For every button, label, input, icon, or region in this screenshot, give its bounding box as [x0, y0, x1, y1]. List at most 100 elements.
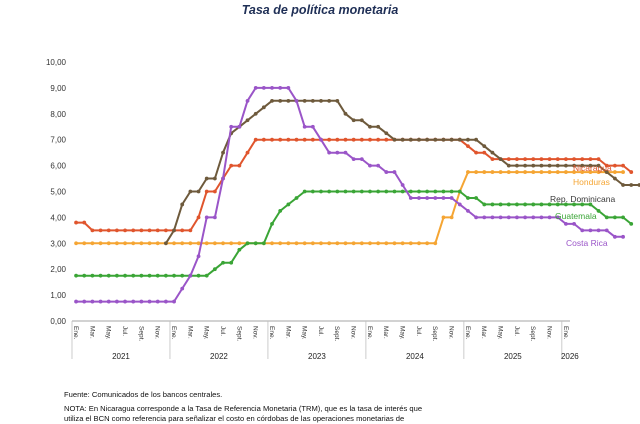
y-tick-label: 8,00 [50, 110, 66, 119]
data-point [237, 124, 242, 129]
year-label: 2025 [504, 352, 522, 361]
y-tick-label: 9,00 [50, 84, 66, 93]
data-point [490, 202, 495, 207]
data-point [327, 150, 332, 155]
data-point [115, 299, 119, 304]
data-point [196, 241, 201, 246]
data-point [310, 137, 315, 142]
data-point [196, 254, 201, 259]
data-point [515, 202, 519, 207]
data-point [270, 137, 274, 142]
data-point [621, 183, 625, 187]
data-point [368, 241, 372, 246]
data-point [155, 273, 160, 278]
data-point [441, 189, 446, 194]
data-point [172, 228, 176, 233]
data-point [131, 228, 136, 233]
data-point [604, 228, 609, 233]
data-point [547, 170, 552, 174]
series-label: Nicaragua [573, 163, 612, 173]
data-point [457, 189, 462, 194]
data-point [457, 137, 462, 142]
data-point [555, 202, 560, 207]
month-tick-label: Ene. [170, 326, 177, 340]
data-point [343, 137, 348, 142]
data-point [139, 299, 144, 304]
data-point [212, 215, 217, 220]
data-point [588, 157, 593, 162]
data-point [245, 150, 250, 155]
data-point [506, 215, 511, 220]
data-point [621, 170, 625, 174]
data-point [253, 241, 258, 246]
data-point [572, 163, 576, 168]
data-point [621, 234, 625, 239]
data-point [531, 202, 536, 207]
data-point [237, 241, 242, 246]
y-tick-label: 4,00 [50, 213, 66, 222]
data-point [270, 98, 274, 103]
data-point [188, 228, 193, 233]
data-point [523, 202, 527, 207]
data-point [613, 234, 617, 239]
data-point [74, 273, 78, 278]
month-tick-label: Ene. [72, 326, 79, 340]
data-point [400, 137, 405, 142]
month-tick-label: Sept. [529, 326, 536, 341]
data-point [90, 273, 95, 278]
series-line-costa-rica [76, 86, 624, 303]
data-point [351, 157, 356, 162]
data-point [384, 170, 389, 174]
data-point [539, 215, 544, 220]
month-tick-label: Nov. [448, 326, 455, 339]
data-point [490, 215, 495, 220]
data-point [384, 131, 389, 136]
data-point [204, 176, 209, 181]
data-point [588, 170, 593, 174]
data-point [147, 241, 152, 246]
data-point [531, 170, 536, 174]
data-point [343, 189, 348, 194]
data-point [253, 137, 258, 142]
data-point [302, 137, 307, 142]
y-tick-label: 1,00 [50, 291, 66, 300]
data-point [425, 137, 430, 142]
y-tick-label: 3,00 [50, 239, 66, 248]
month-tick-label: Ene. [268, 326, 275, 340]
data-point [515, 157, 519, 162]
data-point [204, 189, 209, 194]
month-tick-label: May. [105, 326, 112, 340]
data-point [180, 202, 185, 207]
data-point [335, 98, 340, 103]
month-tick-label: Nov. [350, 326, 357, 339]
data-point [359, 189, 364, 194]
month-tick-label: Ene. [464, 326, 471, 340]
series-label: Guatemala [555, 211, 597, 221]
data-point [400, 183, 405, 187]
data-point [474, 170, 479, 174]
data-point [498, 170, 503, 174]
data-point [433, 196, 438, 200]
data-point [188, 241, 193, 246]
data-point [180, 241, 185, 246]
data-point [155, 241, 160, 246]
data-point [204, 215, 209, 220]
data-point [596, 163, 601, 168]
data-point [596, 209, 601, 213]
data-point [376, 163, 381, 168]
data-point [261, 137, 266, 142]
data-point [466, 196, 470, 200]
month-tick-label: May. [497, 326, 504, 340]
data-point [180, 286, 185, 291]
data-point [555, 215, 560, 220]
data-point [270, 221, 274, 226]
data-point [131, 273, 136, 278]
data-point [523, 163, 527, 168]
data-point [351, 241, 356, 246]
data-point [319, 98, 323, 103]
data-point [580, 157, 585, 162]
data-point [359, 157, 364, 162]
data-point [613, 170, 617, 174]
data-point [588, 228, 593, 233]
